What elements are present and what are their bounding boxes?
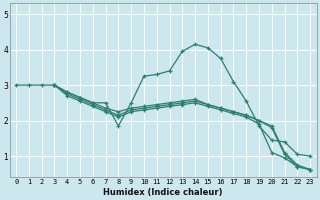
X-axis label: Humidex (Indice chaleur): Humidex (Indice chaleur) <box>103 188 223 197</box>
